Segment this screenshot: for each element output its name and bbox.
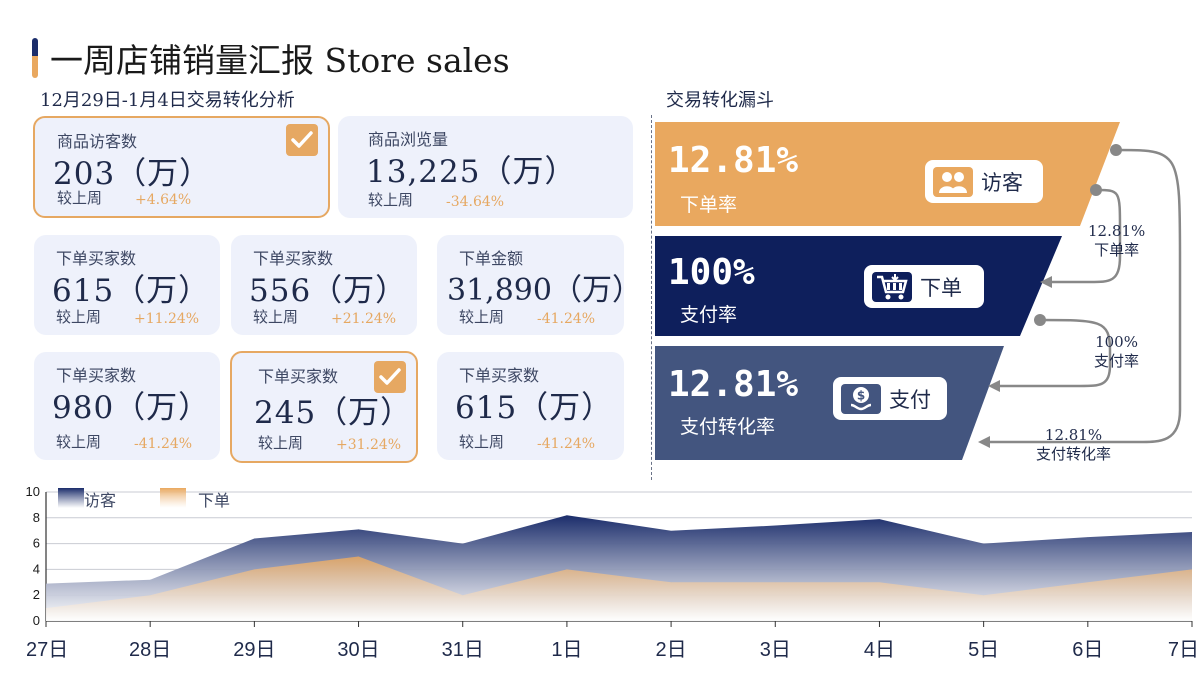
kpi-value: 31,890（万） [447, 273, 642, 308]
y-tick-label: 8 [33, 510, 40, 525]
x-tick-label: 7日 [1168, 639, 1199, 661]
side-rate-value: 100% [1095, 333, 1138, 351]
kpi-card[interactable]: 商品浏览量 13,225（万） 较上周 -34.64% [338, 116, 633, 218]
legend-label: 下单 [198, 491, 230, 510]
kpi-compare-label: 较上周 [258, 434, 304, 452]
funnel-tag-order: 下单 [864, 265, 984, 308]
funnel-tag-label: 访客 [981, 170, 1023, 195]
kpi-compare-label: 较上周 [56, 433, 102, 451]
funnel-rate-order: 100% [668, 252, 755, 293]
checkbox-checked-icon[interactable] [374, 361, 406, 393]
legend-swatch [160, 488, 186, 508]
area-chart: 0 2 4 6 8 10 27日 28日 29日 30日 31日 1日 2日 3日 4日 5日 6日 7日 访客… [26, 484, 1199, 661]
section-divider [651, 115, 652, 480]
kpi-value: 13,225（万） [366, 154, 577, 190]
kpi-card[interactable]: 下单买家数 980（万） 较上周 -41.24% [34, 352, 220, 460]
kpi-change: +4.64% [135, 192, 192, 208]
y-tick-label: 0 [33, 613, 40, 628]
x-tick-label: 6日 [1072, 639, 1103, 661]
kpi-label: 商品浏览量 [368, 130, 449, 149]
x-tick-label: 4日 [864, 639, 895, 661]
kpi-label: 下单买家数 [56, 366, 137, 385]
funnel-tag-label: 下单 [920, 275, 962, 300]
x-tick-label: 31日 [442, 639, 484, 661]
funnel-stage-payment [655, 346, 1004, 460]
legend-swatch [58, 488, 84, 508]
payment-icon: $ [841, 383, 881, 414]
side-rate-order: 12.81% 下单率 [1088, 222, 1145, 260]
visitors-icon [933, 166, 973, 197]
funnel-rate-label-order: 支付率 [680, 304, 738, 326]
shopping-cart-icon [872, 271, 912, 302]
kpi-change: -41.24% [537, 311, 596, 327]
y-tick-label: 6 [33, 536, 40, 551]
kpi-card[interactable]: 下单买家数 245（万） 较上周 +31.24% [230, 351, 418, 463]
x-tick-label: 3日 [760, 639, 791, 661]
kpi-value: 615（万） [455, 390, 614, 426]
kpi-label: 商品访客数 [57, 132, 138, 151]
funnel-rate-label-payment: 支付转化率 [680, 416, 776, 438]
kpi-label: 下单买家数 [56, 249, 137, 268]
funnel-connector-arrows [990, 148, 1182, 444]
kpi-card[interactable]: 下单买家数 615（万） 较上周 -41.24% [437, 352, 624, 460]
kpi-card[interactable]: 商品访客数 203（万） 较上周 +4.64% [33, 116, 330, 218]
kpi-compare-label: 较上周 [57, 189, 103, 207]
kpi-label: 下单买家数 [253, 249, 334, 268]
side-rate-label: 下单率 [1094, 241, 1140, 259]
x-tick-label: 27日 [26, 639, 68, 661]
svg-text:$: $ [857, 388, 865, 402]
side-rate-value: 12.81% [1044, 426, 1103, 444]
kpi-value: 245（万） [254, 395, 413, 431]
side-rate-conversion: 12.81% 支付转化率 [1036, 426, 1111, 464]
kpi-change: -41.24% [134, 436, 193, 452]
funnel-tag-payment: $ 支付 [833, 377, 947, 420]
funnel-tag-visitors: 访客 [925, 160, 1043, 203]
page-title: 一周店铺销量汇报 Store sales [50, 41, 510, 80]
kpi-compare-label: 较上周 [459, 433, 505, 451]
kpi-label: 下单金额 [459, 249, 524, 268]
kpi-change: -41.24% [537, 436, 596, 452]
x-tick-label: 28日 [129, 639, 171, 661]
funnel-rate-payment: 12.81% [668, 364, 799, 405]
x-tick-label: 2日 [656, 639, 687, 661]
kpi-compare-label: 较上周 [56, 308, 102, 326]
x-tick-label: 5日 [968, 639, 999, 661]
y-tick-label: 2 [33, 587, 40, 602]
kpi-change: +31.24% [336, 437, 402, 453]
checkbox-checked-icon[interactable] [286, 124, 318, 156]
x-tick-label: 29日 [233, 639, 275, 661]
funnel-subtitle: 交易转化漏斗 [666, 90, 774, 111]
kpi-change: -34.64% [446, 194, 505, 210]
kpi-label: 下单买家数 [459, 366, 540, 385]
kpi-change: +11.24% [134, 311, 200, 327]
funnel-rate-visitors: 12.81% [668, 140, 799, 181]
title-accent-bar [32, 38, 38, 78]
funnel-tag-label: 支付 [889, 387, 931, 412]
kpi-value: 615（万） [52, 273, 211, 309]
side-rate-payment: 100% 支付率 [1094, 333, 1139, 371]
kpi-value: 203（万） [53, 156, 212, 192]
series-area-1 [46, 556, 1192, 621]
kpi-change: +21.24% [331, 311, 397, 327]
kpi-label: 下单买家数 [258, 367, 339, 386]
side-rate-label: 支付率 [1094, 352, 1140, 370]
side-rate-value: 12.81% [1088, 222, 1146, 240]
analysis-subtitle: 12月29日-1月4日交易转化分析 [40, 90, 295, 111]
kpi-value: 556（万） [249, 273, 408, 309]
kpi-card[interactable]: 下单买家数 615（万） 较上周 +11.24% [34, 235, 220, 335]
funnel-rate-label-visitors: 下单率 [680, 194, 738, 216]
kpi-compare-label: 较上周 [459, 308, 505, 326]
x-tick-label: 30日 [337, 639, 379, 661]
x-tick-label: 1日 [551, 639, 582, 661]
kpi-value: 980（万） [52, 390, 211, 426]
kpi-compare-label: 较上周 [253, 308, 299, 326]
kpi-compare-label: 较上周 [368, 191, 414, 209]
kpi-card[interactable]: 下单金额 31,890（万） 较上周 -41.24% [437, 235, 642, 335]
y-tick-label: 4 [33, 561, 40, 576]
side-rate-label: 支付转化率 [1036, 445, 1112, 463]
legend-label: 访客 [84, 491, 116, 510]
funnel-stage-order [655, 236, 1062, 336]
y-tick-label: 10 [26, 484, 40, 499]
kpi-card[interactable]: 下单买家数 556（万） 较上周 +21.24% [231, 235, 417, 335]
